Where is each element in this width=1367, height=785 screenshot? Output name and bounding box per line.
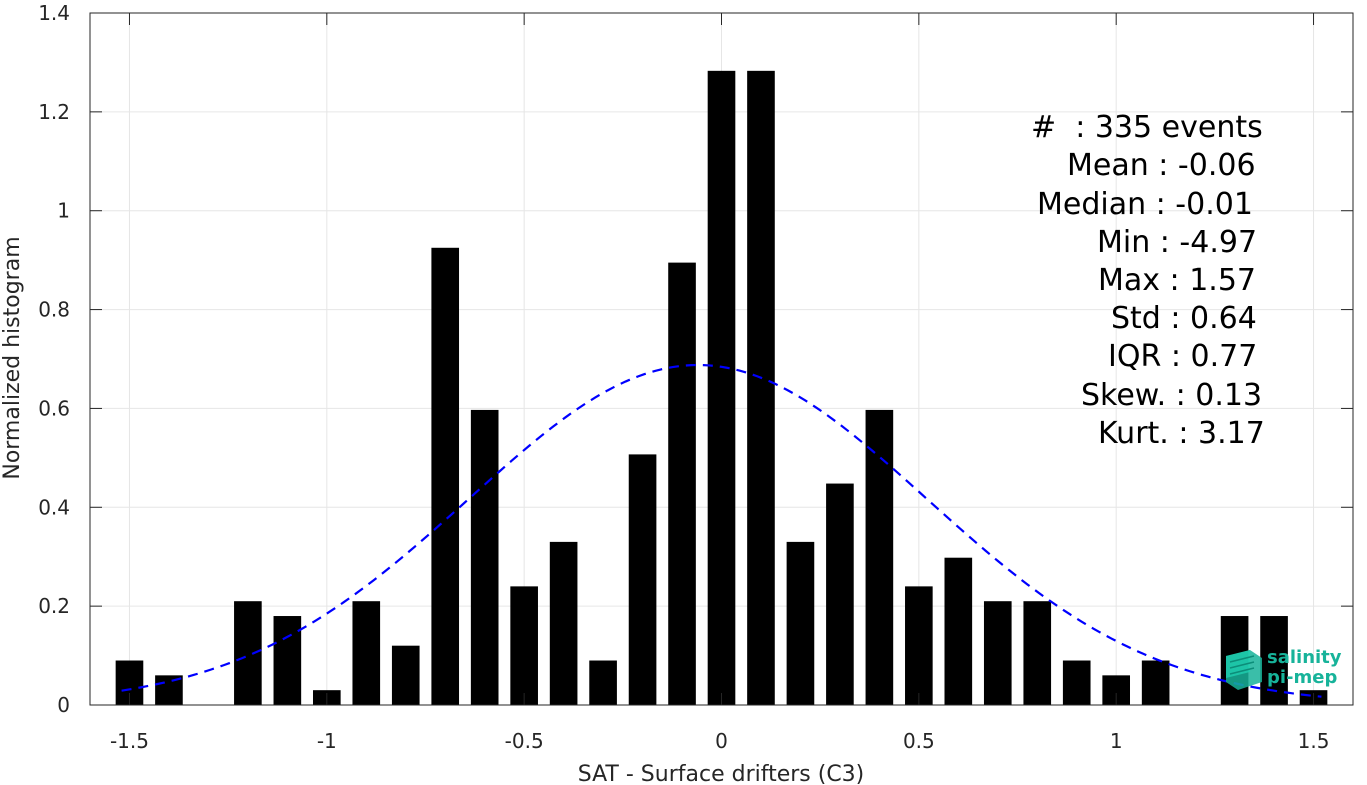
histogram-bar <box>391 645 420 705</box>
histogram-bar <box>470 409 499 705</box>
histogram-bar <box>983 601 1012 705</box>
histogram-bar <box>589 660 617 705</box>
stat-events: # : 335 events <box>1031 110 1263 145</box>
stat-skew: Skew. : 0.13 <box>1081 378 1263 413</box>
histogram-bar <box>1023 601 1052 705</box>
logo-wave-icon <box>1226 650 1262 690</box>
gaussian-fit-curve <box>121 363 1322 698</box>
histogram-bar <box>628 454 657 705</box>
y-tick-label: 0 <box>57 693 70 717</box>
histogram-bar <box>510 586 538 705</box>
x-tick-label: -0.5 <box>505 729 544 753</box>
y-tick-label: 1 <box>57 199 70 223</box>
stat-kurt: Kurt. : 3.17 <box>1098 416 1265 451</box>
histogram-bar <box>905 586 933 705</box>
histogram-bar <box>865 409 894 705</box>
stat-max: Max : 1.57 <box>1098 263 1256 298</box>
x-axis-label: SAT - Surface drifters (C3) <box>578 762 865 785</box>
y-tick-label: 0.4 <box>38 495 70 519</box>
stat-min: Min : -4.97 <box>1097 225 1258 260</box>
stat-iqr: IQR : 0.77 <box>1108 339 1258 374</box>
salinity-pimep-logo: salinity pi-mep <box>1222 646 1352 696</box>
histogram-bar <box>549 541 578 705</box>
y-tick-label: 1.2 <box>38 100 70 124</box>
histogram-bar <box>234 601 262 705</box>
y-axis-ticks: 0 0.2 0.4 0.6 0.8 1 1.2 1.4 <box>38 1 1353 717</box>
histogram-bar <box>747 70 775 706</box>
logo-text-pimep: pi-mep <box>1267 667 1338 688</box>
stat-median: Median : -0.01 <box>1037 187 1253 222</box>
x-tick-label: 1 <box>1110 729 1123 753</box>
x-axis-ticks: -1.5 -1 -0.5 0 0.5 1 1.5 <box>110 13 1329 753</box>
histogram-bar <box>707 70 736 706</box>
histogram-bar <box>944 557 973 705</box>
histogram-bar <box>786 541 815 705</box>
x-tick-label: -1.5 <box>110 729 149 753</box>
y-tick-label: 0.2 <box>38 594 70 618</box>
x-tick-label: 0 <box>715 729 728 753</box>
histogram-bar <box>155 675 183 705</box>
y-axis-label: Normalized histogram <box>0 236 25 479</box>
x-tick-label: 0.5 <box>903 729 935 753</box>
x-tick-label: -1 <box>317 729 337 753</box>
stat-mean: Mean : -0.06 <box>1067 148 1256 183</box>
histogram-bar <box>668 262 696 705</box>
histogram-bar <box>1062 660 1091 705</box>
histogram-bar <box>431 247 460 706</box>
stat-std: Std : 0.64 <box>1111 301 1257 336</box>
y-tick-label: 0.8 <box>38 298 70 322</box>
histogram-bar <box>1141 660 1170 705</box>
histogram-bar <box>352 601 381 705</box>
histogram-bar <box>826 483 854 705</box>
histogram-bar <box>273 616 302 705</box>
logo-text-salinity: salinity <box>1267 647 1342 668</box>
y-tick-label: 0.6 <box>38 396 70 420</box>
x-tick-label: 1.5 <box>1298 729 1330 753</box>
y-tick-label: 1.4 <box>38 1 70 25</box>
bars <box>115 70 1328 706</box>
